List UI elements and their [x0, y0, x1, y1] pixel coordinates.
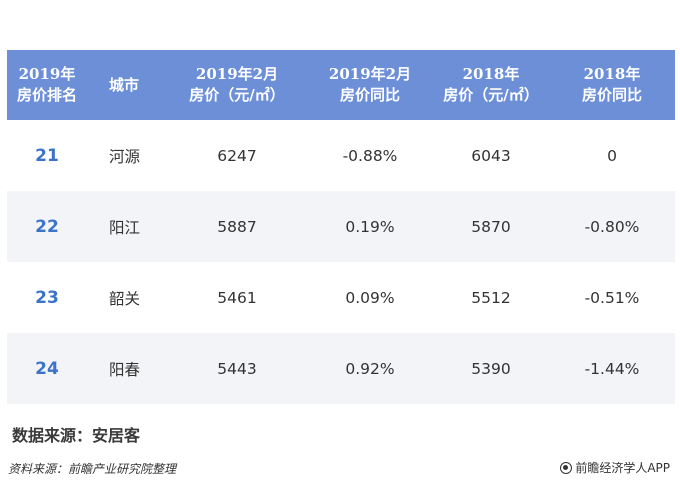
header-yoy-2019: 2019年2月 房价同比	[328, 65, 412, 104]
price-2019-cell: 6247	[217, 146, 257, 165]
yoy-2019-cell: 0.09%	[345, 288, 395, 307]
price-2019-cell: 5887	[217, 217, 257, 236]
brand-logo-icon	[560, 461, 573, 474]
city-cell: 河源	[109, 147, 141, 166]
city-cell: 阳江	[109, 218, 141, 237]
header-price-2018: 2018年 房价（元/㎡）	[443, 65, 539, 104]
table-row: 23 韶关 5461 0.09% 5512 -0.51%	[7, 262, 675, 333]
header-yoy-2018: 2018年 房价同比	[581, 65, 642, 104]
yoy-2018-cell: -0.51%	[584, 288, 640, 307]
yoy-2018-cell: 0	[607, 146, 617, 165]
price-2018-cell: 5870	[471, 217, 511, 236]
data-source-note: 数据来源：安居客	[12, 426, 141, 445]
table-row: 22 阳江 5887 0.19% 5870 -0.80%	[7, 191, 675, 262]
table-header: 2019年 房价排名 城市 2019年2月 房价（元/㎡） 2019年2月 房价…	[7, 50, 675, 120]
table-row: 21 河源 6247 -0.88% 6043 0	[7, 120, 675, 191]
footer-brand-label: 前瞻经济学人APP	[575, 461, 670, 475]
price-2019-cell: 5443	[217, 359, 257, 378]
rank-cell: 22	[35, 216, 59, 237]
house-price-table: 2019年 房价排名 城市 2019年2月 房价（元/㎡） 2019年2月 房价…	[7, 50, 675, 404]
footer-brand: 前瞻经济学人APP	[560, 459, 670, 476]
city-cell: 阳春	[109, 360, 141, 379]
yoy-2019-cell: 0.92%	[345, 359, 395, 378]
price-2018-cell: 5512	[471, 288, 511, 307]
price-2018-cell: 5390	[471, 359, 511, 378]
yoy-2019-cell: 0.19%	[345, 217, 395, 236]
price-2019-cell: 5461	[217, 288, 257, 307]
yoy-2018-cell: -1.44%	[584, 359, 640, 378]
price-2018-cell: 6043	[471, 146, 511, 165]
footer-source: 资料来源：前瞻产业研究院整理	[8, 462, 177, 476]
rank-cell: 24	[35, 358, 59, 379]
header-rank: 2019年 房价排名	[16, 65, 77, 104]
city-cell: 韶关	[109, 289, 141, 308]
header-city: 城市	[109, 75, 140, 94]
rank-cell: 23	[35, 287, 59, 308]
table-row: 24 阳春 5443 0.92% 5390 -1.44%	[7, 333, 675, 404]
rank-cell: 21	[35, 145, 59, 166]
yoy-2018-cell: -0.80%	[584, 217, 640, 236]
yoy-2019-cell: -0.88%	[342, 146, 398, 165]
header-price-2019: 2019年2月 房价（元/㎡）	[189, 65, 285, 104]
